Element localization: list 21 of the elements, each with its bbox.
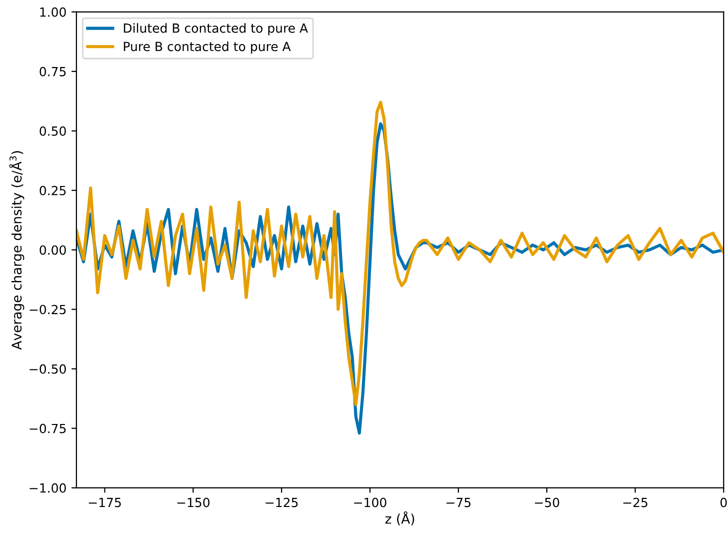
x-tick-label: −175 xyxy=(88,498,121,508)
y-tick-label: 0.25 xyxy=(40,186,66,196)
y-tick-label: −0.75 xyxy=(30,424,66,434)
y-axis-title: Average charge density (e/Å$^{3}$) xyxy=(9,151,24,350)
y-tick-label: −1.00 xyxy=(30,483,66,493)
x-tick-label: 0 xyxy=(720,498,727,508)
y-tick-label: −0.50 xyxy=(30,364,66,374)
x-tick-label: −125 xyxy=(266,498,298,508)
x-tick-label: −100 xyxy=(354,498,386,508)
y-tick-label: 0.00 xyxy=(40,245,66,255)
legend-label: Diluted B contacted to pure A xyxy=(124,23,308,36)
x-tick-label: −150 xyxy=(177,498,210,508)
legend-label: Pure B contacted to pure A xyxy=(124,42,291,54)
y-tick-label: −0.25 xyxy=(30,304,66,314)
x-tick-label: −25 xyxy=(623,498,648,508)
x-tick-label: −50 xyxy=(534,498,560,508)
x-axis-title: z (Å) xyxy=(385,511,414,526)
x-tick-label: −75 xyxy=(446,498,470,508)
y-tick-label: 0.50 xyxy=(40,126,66,136)
y-tick-label: 1.00 xyxy=(40,7,66,17)
y-tick-label: 0.75 xyxy=(40,66,66,76)
